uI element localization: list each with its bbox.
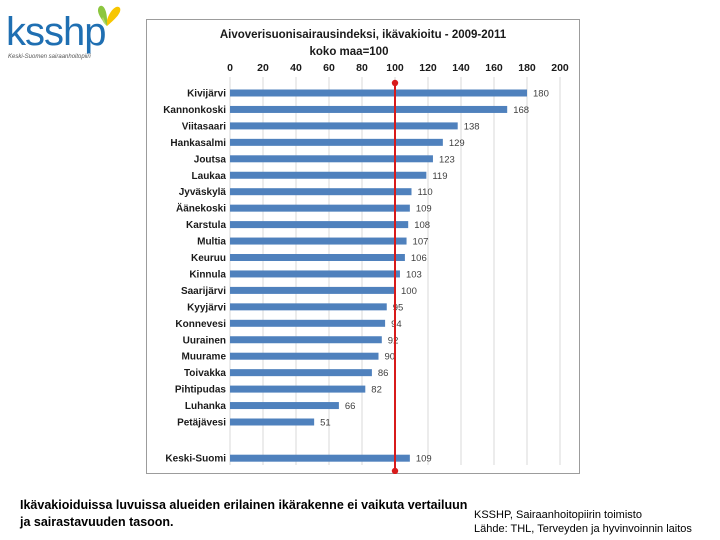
value-label: 90 (385, 352, 396, 363)
bar (230, 336, 382, 344)
reference-line-bottom-marker (391, 467, 399, 474)
bar (230, 319, 386, 327)
bar (230, 385, 366, 393)
value-label: 123 (439, 154, 455, 165)
x-tick-label: 80 (356, 62, 368, 74)
category-label: Toivakka (184, 368, 226, 379)
value-label: 180 (533, 89, 549, 100)
bar (230, 254, 405, 261)
category-label: Keuruu (191, 253, 226, 264)
category-label: Karstula (186, 220, 226, 231)
bar (230, 105, 508, 113)
x-tick-label: 100 (386, 62, 404, 74)
value-label: 103 (406, 269, 422, 280)
x-tick-label: 20 (257, 62, 269, 74)
value-label: 168 (513, 105, 529, 116)
logo-subtitle: Keski-Suomen sairaanhoitopiiri (8, 54, 91, 60)
category-label: Jyväskylä (179, 187, 227, 198)
value-label: 51 (320, 418, 331, 429)
x-tick-label: 0 (227, 62, 233, 74)
footer-source: Lähde: THL, Terveyden ja hyvinvoinnin la… (474, 523, 692, 535)
footer-note: Ikävakioiduissa luvuissa alueiden erilai… (20, 498, 468, 529)
bar (230, 303, 387, 311)
category-label: Saarijärvi (181, 286, 226, 297)
category-label: Keski-Suomi (165, 454, 226, 465)
index-bar-chart: Aivoverisuonisairausindeksi, ikävakioitu… (163, 29, 569, 474)
value-label: 95 (393, 302, 404, 313)
bar (230, 89, 527, 97)
bar (230, 454, 410, 462)
footer-org: KSSHP, Sairaanhoitopiirin toimisto (474, 509, 642, 521)
x-tick-label: 120 (419, 62, 437, 74)
value-label: 109 (416, 454, 432, 465)
value-label: 82 (371, 385, 382, 396)
category-label: Äänekoski (176, 202, 226, 215)
chart-title: Aivoverisuonisairausindeksi, ikävakioitu… (220, 29, 507, 41)
category-label: Multia (197, 237, 226, 248)
x-tick-label: 180 (518, 62, 536, 74)
footer-source-block: KSSHP, Sairaanhoitopiirin toimisto Lähde… (474, 508, 692, 536)
category-label: Viitasaari (182, 121, 227, 132)
x-tick-label: 160 (485, 62, 503, 74)
category-label: Kyyjärvi (187, 302, 226, 313)
bar (230, 270, 400, 278)
value-label: 108 (414, 220, 430, 231)
x-tick-label: 60 (323, 62, 335, 74)
category-label: Uurainen (183, 335, 226, 346)
category-label: Kinnula (189, 269, 226, 280)
bar (230, 352, 379, 360)
category-label: Kivijärvi (187, 89, 226, 100)
value-label: 110 (418, 187, 433, 198)
value-label: 100 (401, 286, 417, 297)
value-label: 106 (411, 253, 427, 264)
value-label: 86 (378, 368, 389, 379)
logo-text: ksshp (6, 10, 106, 54)
bar (230, 204, 410, 212)
bar (230, 138, 443, 146)
value-label: 66 (345, 401, 356, 412)
value-label: 119 (432, 171, 447, 182)
bar (230, 418, 315, 426)
ksshp-logo: ksshp Keski-Suomen sairaanhoitopiiri (6, 4, 126, 66)
chart-subtitle: koko maa=100 (310, 46, 389, 58)
value-label: 129 (449, 138, 465, 149)
bar (230, 122, 458, 130)
category-label: Muurame (182, 352, 227, 363)
bar (230, 402, 339, 410)
category-label: Pihtipudas (175, 385, 227, 396)
value-label: 92 (388, 335, 399, 346)
bar (230, 171, 427, 179)
value-label: 107 (413, 237, 429, 248)
category-label: Hankasalmi (170, 138, 226, 149)
bar (230, 221, 409, 229)
x-tick-label: 140 (452, 62, 470, 74)
category-label: Petäjävesi (177, 418, 226, 429)
bar (230, 155, 433, 163)
category-label: Joutsa (194, 154, 227, 165)
category-label: Luhanka (185, 401, 227, 412)
reference-line-top-marker (391, 79, 399, 87)
bar (230, 237, 407, 245)
category-label: Kannonkoski (163, 105, 226, 116)
bar (230, 188, 412, 196)
category-label: Konnevesi (175, 319, 226, 330)
x-tick-label: 40 (290, 62, 302, 74)
bar (230, 369, 372, 377)
category-label: Laukaa (192, 171, 227, 182)
value-label: 94 (391, 319, 402, 330)
x-tick-label: 200 (551, 62, 569, 74)
value-label: 109 (416, 204, 432, 215)
bar (230, 286, 395, 294)
value-label: 138 (464, 121, 480, 132)
butterfly-icon (97, 5, 121, 26)
